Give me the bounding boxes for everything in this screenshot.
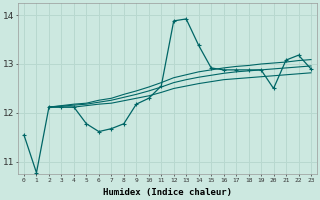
X-axis label: Humidex (Indice chaleur): Humidex (Indice chaleur) — [103, 188, 232, 197]
